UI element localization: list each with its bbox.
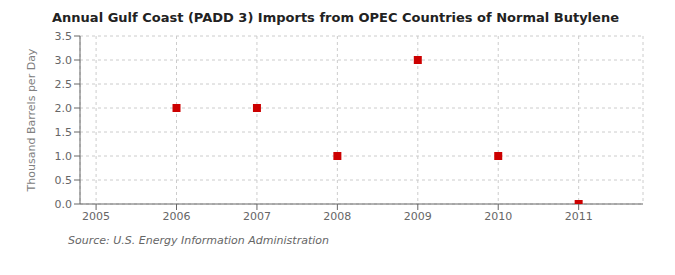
svg-text:2005: 2005 bbox=[82, 210, 110, 223]
svg-text:3.5: 3.5 bbox=[55, 30, 73, 43]
svg-text:2009: 2009 bbox=[404, 210, 432, 223]
svg-text:3.0: 3.0 bbox=[55, 54, 73, 67]
svg-text:0.0: 0.0 bbox=[55, 198, 73, 211]
html-text:Source: U.S. Energy Informatio: Source: U.S. Energy Information Administ… bbox=[68, 234, 329, 247]
svg-text:2008: 2008 bbox=[323, 210, 351, 223]
svg-text:2007: 2007 bbox=[243, 210, 271, 223]
svg-text:2011: 2011 bbox=[565, 210, 593, 223]
svg-text:Thousand Barrels per Day: Thousand Barrels per Day bbox=[25, 48, 38, 192]
svg-text:1.0: 1.0 bbox=[55, 150, 73, 163]
svg-text:0.5: 0.5 bbox=[55, 174, 73, 187]
html-text:Annual Gulf Coast (PADD 3) Imp: Annual Gulf Coast (PADD 3) Imports from … bbox=[52, 10, 619, 25]
svg-text:2006: 2006 bbox=[163, 210, 191, 223]
svg-text:1.5: 1.5 bbox=[55, 126, 73, 139]
svg-text:2.5: 2.5 bbox=[55, 78, 73, 91]
svg-text:2.0: 2.0 bbox=[55, 102, 73, 115]
svg-text:2010: 2010 bbox=[484, 210, 512, 223]
